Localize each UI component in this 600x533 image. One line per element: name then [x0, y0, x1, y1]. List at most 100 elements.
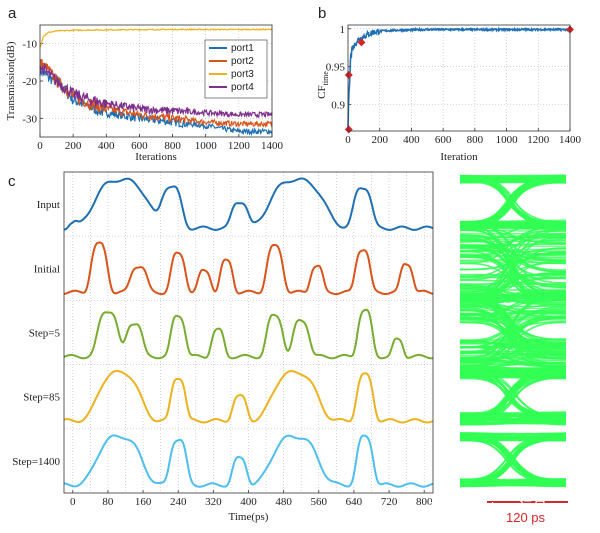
a-frame: [39, 24, 273, 138]
b-frame: [347, 24, 571, 132]
a-xtick-label: 800: [164, 140, 181, 152]
a-ytick-label: -30: [22, 113, 37, 125]
c-xtick-label: 240: [170, 496, 187, 508]
b-marker: [344, 70, 353, 79]
eye-noise: [459, 338, 567, 341]
eye-noise: [459, 239, 567, 243]
eye-noise: [459, 309, 567, 312]
eye-trace: [459, 223, 567, 226]
c-xtick-label: 400: [240, 496, 257, 508]
b-xlabel: Iteration: [440, 151, 478, 163]
b-xtick-label: 1000: [496, 134, 519, 146]
c-series-row-3: [63, 369, 434, 424]
a-series-port4: [39, 62, 273, 119]
b-ylabel: CFtime: [316, 71, 330, 99]
c-xtick-label: 720: [381, 496, 398, 508]
eye-noise: [459, 307, 567, 310]
a-legend-label-port4: port4: [231, 82, 254, 93]
b-xtick-label: 200: [371, 134, 388, 146]
eye-noise: [459, 260, 567, 264]
a-legend-label-port2: port2: [231, 56, 254, 67]
b-ytick-label: 0.9: [331, 100, 345, 112]
eye-noise: [459, 300, 567, 303]
eye-noise: [459, 316, 567, 319]
eye-noise: [459, 435, 567, 438]
panel-c-chart: 0 80 160 240 320 400 480 560 640 720 800 Input Initi…: [12, 171, 434, 523]
eye-diagram-4: [459, 431, 567, 488]
c-xtick-label: 640: [346, 496, 363, 508]
a-legend-label-port1: port1: [231, 43, 254, 54]
eye-noise: [459, 228, 567, 231]
a-xtick-label: 400: [98, 140, 115, 152]
c-frame: [63, 171, 434, 494]
eye-trace: [459, 256, 567, 271]
a-xtick-label: 0: [37, 140, 43, 152]
c-series-row-1: [63, 241, 434, 296]
c-xtick-label: 800: [416, 496, 433, 508]
eye-noise: [459, 305, 567, 309]
a-series-port3: [39, 27, 273, 48]
b-xtick-label: 800: [467, 134, 484, 146]
c-row-label: Input: [37, 199, 60, 211]
a-xtick-label: 200: [65, 140, 82, 152]
eye-noise: [459, 284, 567, 288]
b-xtick-label: 0: [345, 134, 351, 146]
b-xtick-label: 1400: [559, 134, 582, 146]
c-xtick-label: 80: [102, 496, 114, 508]
eye-noise: [459, 342, 567, 346]
b-xtick-label: 600: [435, 134, 452, 146]
eye-noise: [459, 479, 567, 482]
eye-trace: [459, 228, 567, 244]
eye-noise: [459, 312, 567, 315]
eye-noise: [459, 415, 567, 419]
a-xlabel: Iterations: [135, 151, 177, 163]
eye-diagram-2: [459, 292, 567, 370]
eye-diagrams: [459, 174, 567, 488]
b-series-cf: [347, 26, 571, 131]
c-series-row-2: [63, 308, 434, 360]
c-row-label: Initial: [34, 263, 60, 275]
panel-letter-c: c: [8, 173, 16, 190]
eye-noise: [459, 484, 567, 487]
c-xtick-label: 160: [135, 496, 152, 508]
eye-noise: [459, 282, 567, 286]
c-xlabel: Time(ps): [229, 511, 269, 523]
eye-noise: [459, 350, 567, 353]
a-xtick-label: 600: [131, 140, 148, 152]
c-xtick-label: 320: [205, 496, 222, 508]
eye-noise: [459, 244, 567, 248]
eye-noise: [459, 421, 567, 424]
a-xtick-label: 1400: [261, 140, 284, 152]
eye-noise: [459, 481, 567, 484]
eye-noise: [459, 340, 567, 344]
c-xtick-label: 0: [70, 496, 76, 508]
c-xtick-label: 480: [275, 496, 292, 508]
eye-noise: [459, 363, 567, 366]
eye-noise: [459, 234, 567, 237]
eye-noise: [459, 248, 567, 251]
eye-noise: [459, 411, 567, 414]
a-legend-box: [204, 39, 268, 99]
a-ytick-label: -10: [22, 39, 37, 51]
a-legend-label-port3: port3: [231, 69, 254, 80]
eye-noise: [459, 298, 567, 301]
a-ylabel: Transmission(dB): [5, 41, 17, 120]
eye-noise: [459, 477, 567, 481]
eye-noise: [459, 319, 567, 321]
eye-noise: [459, 345, 567, 349]
b-ylabel-subscript: time: [321, 71, 330, 86]
panel-a-chart: 0 200 400 600 800 1000 1200 1400 -10 -20 -30 port1 p…: [5, 24, 284, 163]
eye-noise: [459, 422, 567, 425]
eye-noise: [459, 357, 567, 361]
b-xtick-label: 400: [403, 134, 420, 146]
eye-diagram-0: [459, 174, 567, 231]
a-ytick-label: -20: [22, 76, 37, 88]
panel-letter-a: a: [8, 5, 17, 22]
eye-noise: [459, 237, 567, 241]
eye-scale-label: 120 ps: [506, 510, 546, 525]
b-marker: [344, 125, 353, 134]
eye-noise: [459, 273, 567, 276]
eye-noise: [459, 361, 567, 365]
c-row-label: Step=1400: [12, 456, 60, 468]
